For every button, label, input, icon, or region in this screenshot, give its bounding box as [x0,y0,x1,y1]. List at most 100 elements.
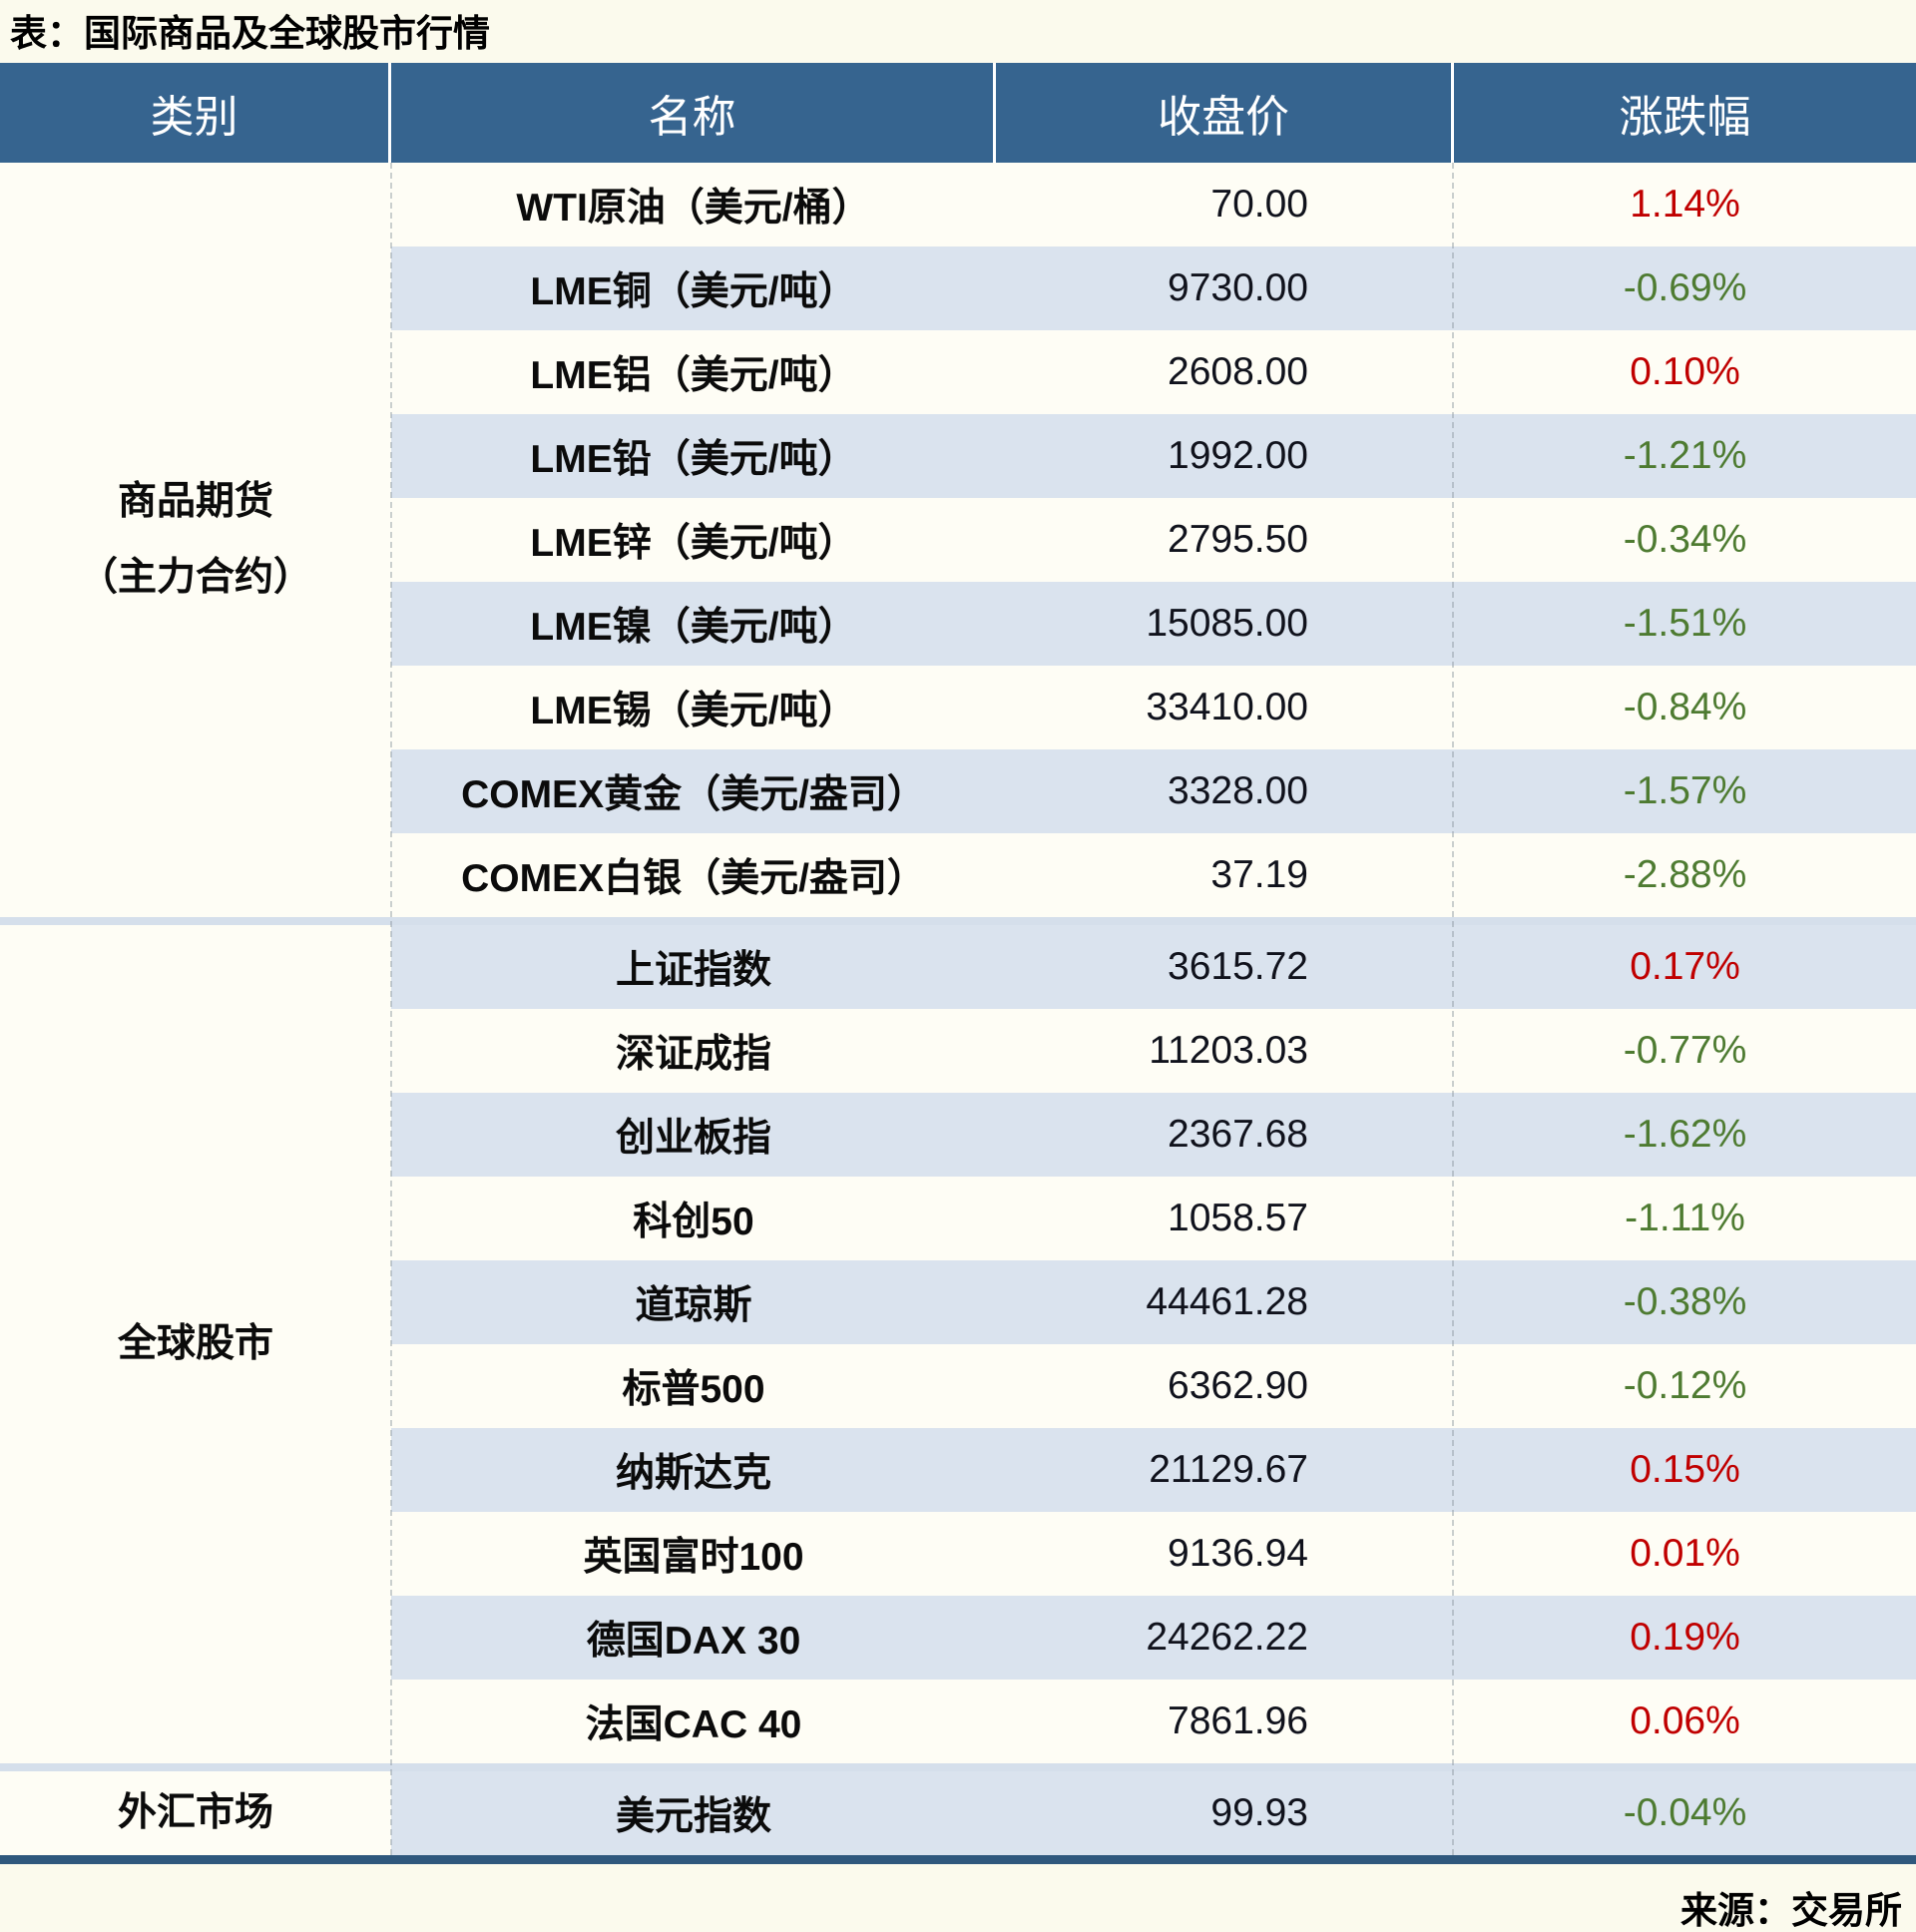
table-bottom-border [0,1855,1916,1864]
close-price-cell: 6362.90 [1168,1364,1308,1407]
name-cell: 道琼斯 [635,1284,752,1327]
change-percent-cell: -0.69% [1623,266,1747,309]
table-row: 纳斯达克 21129.67 0.15% [391,1428,1916,1512]
category-cell: 全球股市 [0,925,391,1763]
table-row: LME锡（美元/吨） 33410.00 -0.84% [391,666,1916,749]
header-close-price: 收盘价 [996,63,1454,163]
change-percent-cell: 0.17% [1630,945,1740,988]
close-price-cell: 24262.22 [1146,1616,1308,1659]
change-percent-cell: 0.06% [1630,1699,1740,1742]
section-rows: 美元指数 99.93 -0.04% [391,1771,1916,1855]
table-row: LME铝（美元/吨） 2608.00 0.10% [391,330,1916,414]
close-price-cell: 2608.00 [1168,350,1308,393]
table-row: 道琼斯 44461.28 -0.38% [391,1260,1916,1344]
name-cell: LME铜（美元/吨） [530,270,857,313]
table-row: LME铜（美元/吨） 9730.00 -0.69% [391,246,1916,330]
change-percent-cell: 0.10% [1630,350,1740,393]
category-label: 外汇市场 [117,1791,273,1834]
section-separator [0,917,1916,925]
table-row: 德国DAX 30 24262.22 0.19% [391,1596,1916,1680]
change-percent-cell: -0.38% [1623,1280,1747,1323]
change-percent-cell: 0.19% [1630,1616,1740,1659]
table-row: 创业板指 2367.68 -1.62% [391,1093,1916,1177]
table-row: LME镍（美元/吨） 15085.00 -1.51% [391,582,1916,666]
close-price-cell: 9136.94 [1168,1532,1308,1575]
change-percent-cell: 0.15% [1630,1448,1740,1491]
section-rows: 上证指数 3615.72 0.17% 深证成指 11203.03 -0.77% 创业板指 23… [391,925,1916,1763]
category-label: 全球股市 [117,1322,273,1365]
name-cell: 标普500 [622,1368,765,1411]
close-price-cell: 99.93 [1210,1791,1308,1834]
page-title: 表：国际商品及全球股市行情 [10,13,490,54]
name-cell: COMEX白银（美元/盎司） [461,857,926,900]
table-section: 商品期货 （主力合约） WTI原油（美元/桶） 70.00 1.14% LME铜（美元/吨… [0,163,1916,917]
source-note: 来源：交易所 [1680,1890,1902,1931]
category-cell: 外汇市场 [0,1771,391,1855]
change-percent-cell: -0.77% [1623,1029,1747,1072]
change-percent-cell: 1.14% [1630,183,1740,226]
close-price-cell: 37.19 [1210,853,1308,896]
change-percent-cell: -1.21% [1623,434,1747,477]
table-row: 深证成指 11203.03 -0.77% [391,1009,1916,1093]
close-price-cell: 11203.03 [1149,1029,1308,1072]
table-row: COMEX黄金（美元/盎司） 3328.00 -1.57% [391,749,1916,833]
close-price-cell: 3615.72 [1168,945,1308,988]
section-rows: WTI原油（美元/桶） 70.00 1.14% LME铜（美元/吨） 9730.00 -0… [391,163,1916,917]
name-cell: 上证指数 [615,949,771,992]
table-row: 上证指数 3615.72 0.17% [391,925,1916,1009]
name-cell: LME锌（美元/吨） [530,522,857,565]
name-cell: LME铝（美元/吨） [530,354,857,397]
name-cell: 美元指数 [615,1795,771,1838]
table-body: 商品期货 （主力合约） WTI原油（美元/桶） 70.00 1.14% LME铜（美元/吨… [0,163,1916,1855]
close-price-cell: 7861.96 [1168,1699,1308,1742]
name-cell: 创业板指 [615,1117,771,1160]
table-row: 法国CAC 40 7861.96 0.06% [391,1680,1916,1763]
table-row: 科创50 1058.57 -1.11% [391,1177,1916,1260]
name-cell: 科创50 [633,1201,754,1243]
close-price-cell: 1058.57 [1168,1197,1308,1239]
change-percent-cell: -1.11% [1625,1197,1745,1239]
section-separator [0,1763,1916,1771]
table-section: 外汇市场 美元指数 99.93 -0.04% [0,1771,1916,1855]
name-cell: LME铅（美元/吨） [530,438,857,481]
category-label: 商品期货 [117,480,273,523]
category-cell: 商品期货 （主力合约） [0,163,391,917]
name-cell: COMEX黄金（美元/盎司） [461,773,926,816]
change-percent-cell: -0.04% [1623,1791,1747,1834]
close-price-cell: 44461.28 [1146,1280,1308,1323]
change-percent-cell: -1.62% [1623,1113,1747,1156]
close-price-cell: 21129.67 [1149,1448,1308,1491]
close-price-cell: 2795.50 [1168,518,1308,561]
table-header-row: 类别 名称 收盘价 涨跌幅 [0,63,1916,163]
category-label: （主力合约） [78,556,312,599]
change-percent-cell: 0.01% [1630,1532,1740,1575]
change-percent-cell: -0.12% [1623,1364,1747,1407]
name-cell: 纳斯达克 [615,1452,771,1495]
change-percent-cell: -2.88% [1623,853,1747,896]
table-row: 标普500 6362.90 -0.12% [391,1344,1916,1428]
name-cell: LME镍（美元/吨） [530,606,857,649]
market-table: 类别 名称 收盘价 涨跌幅 商品期货 （主力合约） WTI原油（美元/桶） 70.00… [0,63,1916,1855]
table-row: LME铅（美元/吨） 1992.00 -1.21% [391,414,1916,498]
table-row: COMEX白银（美元/盎司） 37.19 -2.88% [391,833,1916,917]
close-price-cell: 2367.68 [1168,1113,1308,1156]
close-price-cell: 1992.00 [1168,434,1308,477]
name-cell: 深证成指 [615,1033,771,1076]
name-cell: 英国富时100 [583,1536,804,1579]
close-price-cell: 9730.00 [1168,266,1308,309]
header-change: 涨跌幅 [1619,93,1751,142]
header-category: 类别 [0,63,391,163]
table-section: 全球股市 上证指数 3615.72 0.17% 深证成指 11203.03 -0.77% 创业… [0,925,1916,1763]
change-percent-cell: -1.51% [1623,602,1747,645]
header-name: 名称 [391,63,996,163]
close-price-cell: 70.00 [1210,183,1308,226]
close-price-cell: 15085.00 [1146,602,1308,645]
table-row: 美元指数 99.93 -0.04% [391,1771,1916,1855]
close-price-cell: 3328.00 [1168,769,1308,812]
table-row: 英国富时100 9136.94 0.01% [391,1512,1916,1596]
change-percent-cell: -0.84% [1623,686,1747,728]
name-cell: 法国CAC 40 [585,1703,802,1746]
table-row: WTI原油（美元/桶） 70.00 1.14% [391,163,1916,246]
close-price-cell: 33410.00 [1146,686,1308,728]
